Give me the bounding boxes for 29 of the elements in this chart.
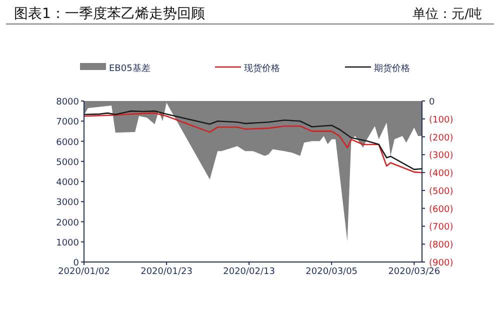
y-tick-label: 8000	[56, 98, 80, 108]
y2-tick-label: (400)	[429, 169, 454, 180]
x-tick-label: 2020/02/13	[223, 267, 276, 277]
y-tick-label: 3000	[56, 198, 80, 208]
y-tick-label: 4000	[56, 178, 80, 188]
x-tick-label: 2020/03/26	[388, 267, 440, 277]
y-tick-label: 7000	[56, 118, 80, 128]
y2-tick-label: 0	[429, 98, 435, 108]
x-tick-label: 2020/03/05	[306, 267, 358, 277]
chart-title: 图表1：一季度苯乙烯走势回顾	[14, 6, 205, 22]
y2-tick-label: (900)	[429, 258, 454, 268]
y2-tick-label: (100)	[429, 115, 454, 126]
y-tick-label: 6000	[56, 138, 80, 148]
y-tick-label: 0	[73, 258, 80, 268]
y2-tick-label: (200)	[429, 133, 454, 144]
x-tick-label: 2020/01/23	[140, 267, 192, 277]
y-tick-label: 5000	[56, 158, 80, 168]
chart-subtitle: 单位：元/吨	[412, 7, 482, 22]
y-tick-label: 1000	[56, 238, 80, 248]
y2-tick-label: (700)	[429, 222, 454, 233]
y2-tick-label: (800)	[429, 240, 454, 251]
x-tick-label: 2020/01/02	[58, 267, 110, 277]
legend-label: 现货价格	[244, 63, 280, 74]
y-tick-label: 2000	[56, 218, 80, 228]
y2-tick-label: (500)	[429, 186, 454, 197]
y2-tick-label: (600)	[429, 204, 454, 215]
legend-label: 期货价格	[374, 63, 410, 74]
legend-label: EB05基差	[109, 63, 150, 74]
y2-tick-label: (300)	[429, 151, 454, 162]
